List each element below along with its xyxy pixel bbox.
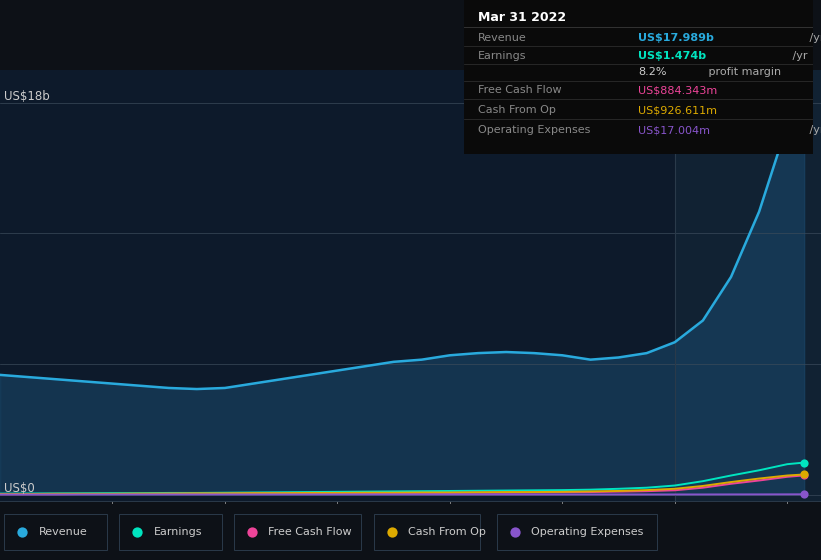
Text: profit margin: profit margin [705, 67, 782, 77]
Text: Revenue: Revenue [478, 32, 526, 43]
Point [245, 528, 259, 536]
Text: Free Cash Flow: Free Cash Flow [268, 527, 352, 537]
Text: Free Cash Flow: Free Cash Flow [478, 85, 562, 95]
Text: /yr: /yr [805, 125, 821, 135]
Point [797, 99, 810, 108]
Text: US$0: US$0 [4, 482, 34, 494]
Text: /yr: /yr [805, 32, 821, 43]
Bar [675, 70, 821, 501]
Text: Earnings: Earnings [154, 527, 202, 537]
Text: /yr: /yr [789, 51, 808, 61]
Text: 8.2%: 8.2% [639, 67, 667, 77]
Point [797, 458, 810, 467]
Text: US$17.004m: US$17.004m [639, 125, 710, 135]
Text: Earnings: Earnings [478, 51, 526, 61]
Text: US$18b: US$18b [4, 90, 50, 102]
Point [131, 528, 144, 536]
Point [508, 528, 521, 536]
Text: Mar 31 2022: Mar 31 2022 [478, 11, 566, 24]
Text: Operating Expenses: Operating Expenses [531, 527, 644, 537]
Text: US$1.474b: US$1.474b [639, 51, 706, 61]
Point [797, 471, 810, 480]
Text: Cash From Op: Cash From Op [408, 527, 486, 537]
Point [16, 528, 29, 536]
Text: US$17.989b: US$17.989b [639, 32, 714, 43]
Point [385, 528, 398, 536]
Text: Operating Expenses: Operating Expenses [478, 125, 590, 135]
Text: Cash From Op: Cash From Op [478, 105, 556, 115]
Point [797, 470, 810, 479]
Text: US$884.343m: US$884.343m [639, 85, 718, 95]
Point [797, 490, 810, 499]
Text: US$926.611m: US$926.611m [639, 105, 718, 115]
Text: Revenue: Revenue [39, 527, 87, 537]
